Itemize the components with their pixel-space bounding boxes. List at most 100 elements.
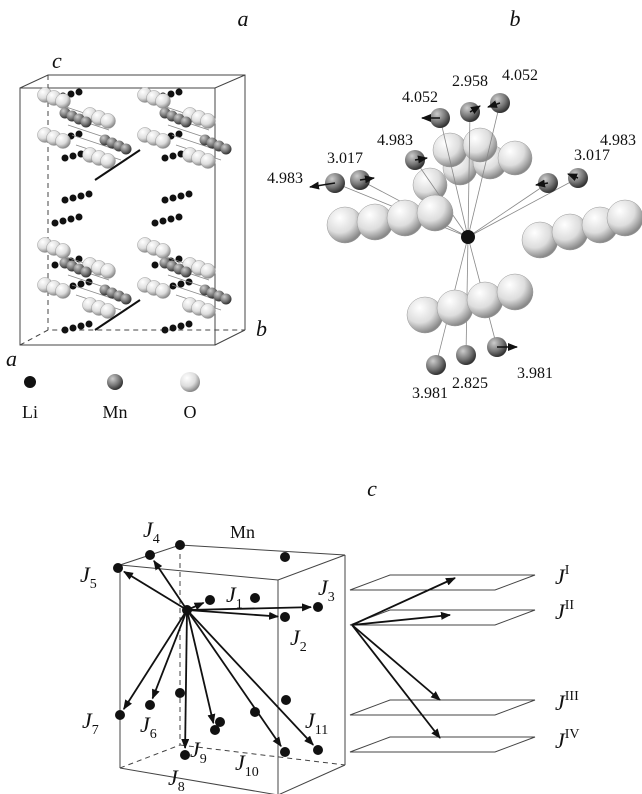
mn-site bbox=[280, 552, 290, 562]
mn-atom bbox=[121, 144, 132, 155]
li-atom bbox=[176, 89, 183, 96]
li-atom bbox=[162, 327, 169, 334]
index: 9 bbox=[200, 752, 207, 767]
li-atom bbox=[70, 153, 77, 160]
distance-label: 4.983 bbox=[267, 170, 303, 187]
mn-site bbox=[280, 612, 290, 622]
o-atom bbox=[498, 141, 532, 175]
distance-label: 4.052 bbox=[402, 89, 438, 106]
index: 10 bbox=[245, 765, 259, 780]
li-atom bbox=[461, 230, 475, 244]
index: II bbox=[565, 598, 575, 613]
exchange-label: J4 bbox=[143, 517, 160, 547]
mn-site bbox=[313, 602, 323, 612]
o-atom bbox=[407, 297, 443, 333]
li-atom bbox=[170, 195, 177, 202]
index: 7 bbox=[92, 723, 99, 738]
o-atom bbox=[417, 195, 453, 231]
li-atom bbox=[70, 325, 77, 332]
index: 2 bbox=[300, 640, 307, 655]
legend-label: Mn bbox=[102, 402, 127, 422]
li-atom bbox=[52, 262, 59, 269]
li-atom bbox=[62, 155, 69, 162]
panel-label: a bbox=[238, 6, 249, 31]
mn-site bbox=[313, 745, 323, 755]
legend-label: Li bbox=[22, 402, 38, 422]
mn-site bbox=[250, 593, 260, 603]
distance-label: 3.981 bbox=[517, 365, 553, 382]
li-atom bbox=[52, 220, 59, 227]
plane-label: JI bbox=[555, 563, 570, 589]
li-atom bbox=[152, 262, 159, 269]
exchange-label: J6 bbox=[140, 712, 157, 742]
distance-label: 3.017 bbox=[574, 147, 610, 164]
o-atom bbox=[56, 244, 71, 259]
li-atom bbox=[60, 218, 67, 225]
o-atom bbox=[56, 94, 71, 109]
mn-site bbox=[281, 695, 291, 705]
exchange-arrow bbox=[185, 610, 187, 748]
mn-site bbox=[180, 750, 190, 760]
panel-label: b bbox=[510, 6, 521, 31]
o-atom bbox=[56, 284, 71, 299]
mn-site bbox=[205, 595, 215, 605]
index: 8 bbox=[178, 780, 185, 794]
li-atom bbox=[62, 197, 69, 204]
distance-label: 3.017 bbox=[327, 150, 363, 167]
o-atom bbox=[201, 154, 216, 169]
mn-site bbox=[280, 747, 290, 757]
mn-atom bbox=[121, 294, 132, 305]
plane-arrow bbox=[352, 625, 440, 700]
li-atom bbox=[162, 197, 169, 204]
exchange-arrow bbox=[154, 561, 187, 610]
distance-label: 2.825 bbox=[452, 375, 488, 392]
o-atom bbox=[497, 274, 533, 310]
exchange-label: J5 bbox=[80, 562, 97, 592]
plane bbox=[350, 575, 535, 590]
atom-label: Mn bbox=[230, 522, 255, 542]
o-atom bbox=[156, 284, 171, 299]
distance-label: 4.983 bbox=[377, 132, 413, 149]
crystal-atoms bbox=[38, 88, 232, 334]
o-atom bbox=[156, 94, 171, 109]
mn-atom bbox=[426, 355, 446, 375]
li-atom bbox=[170, 153, 177, 160]
figure: a b c c b a Li Mn O 4.0522.9584.0524.983… bbox=[0, 0, 642, 794]
axis-label: c bbox=[52, 48, 62, 73]
mn-atom bbox=[221, 294, 232, 305]
li-atom bbox=[178, 281, 185, 288]
li-atom bbox=[78, 193, 85, 200]
mn-site bbox=[115, 710, 125, 720]
o-atom bbox=[56, 134, 71, 149]
mn-site bbox=[175, 688, 185, 698]
o-atom bbox=[156, 134, 171, 149]
mn-atom bbox=[181, 267, 192, 278]
mn-atom bbox=[81, 267, 92, 278]
o-atom bbox=[201, 114, 216, 129]
li-atom bbox=[186, 191, 193, 198]
index: 11 bbox=[315, 723, 328, 738]
index: 6 bbox=[150, 727, 157, 742]
o-atom bbox=[101, 154, 116, 169]
index: 4 bbox=[153, 532, 160, 547]
legend-label: O bbox=[184, 402, 197, 422]
index: 5 bbox=[90, 577, 97, 592]
li-atom bbox=[86, 191, 93, 198]
li-atom bbox=[62, 327, 69, 334]
li-atom bbox=[76, 214, 83, 221]
li-atom bbox=[78, 323, 85, 330]
li-atom bbox=[86, 321, 93, 328]
li-atom bbox=[162, 155, 169, 162]
exchange-arrow bbox=[187, 610, 213, 723]
plane-label: JIII bbox=[555, 689, 579, 715]
exchange-arrow bbox=[187, 610, 281, 746]
o-atom bbox=[607, 200, 642, 236]
plane-arrow bbox=[352, 625, 440, 738]
mn-site bbox=[210, 725, 220, 735]
exchange-label: J11 bbox=[305, 708, 328, 738]
index: III bbox=[565, 689, 579, 704]
index: I bbox=[565, 563, 570, 578]
mn-center bbox=[182, 605, 192, 615]
axis-label: a bbox=[6, 346, 17, 371]
